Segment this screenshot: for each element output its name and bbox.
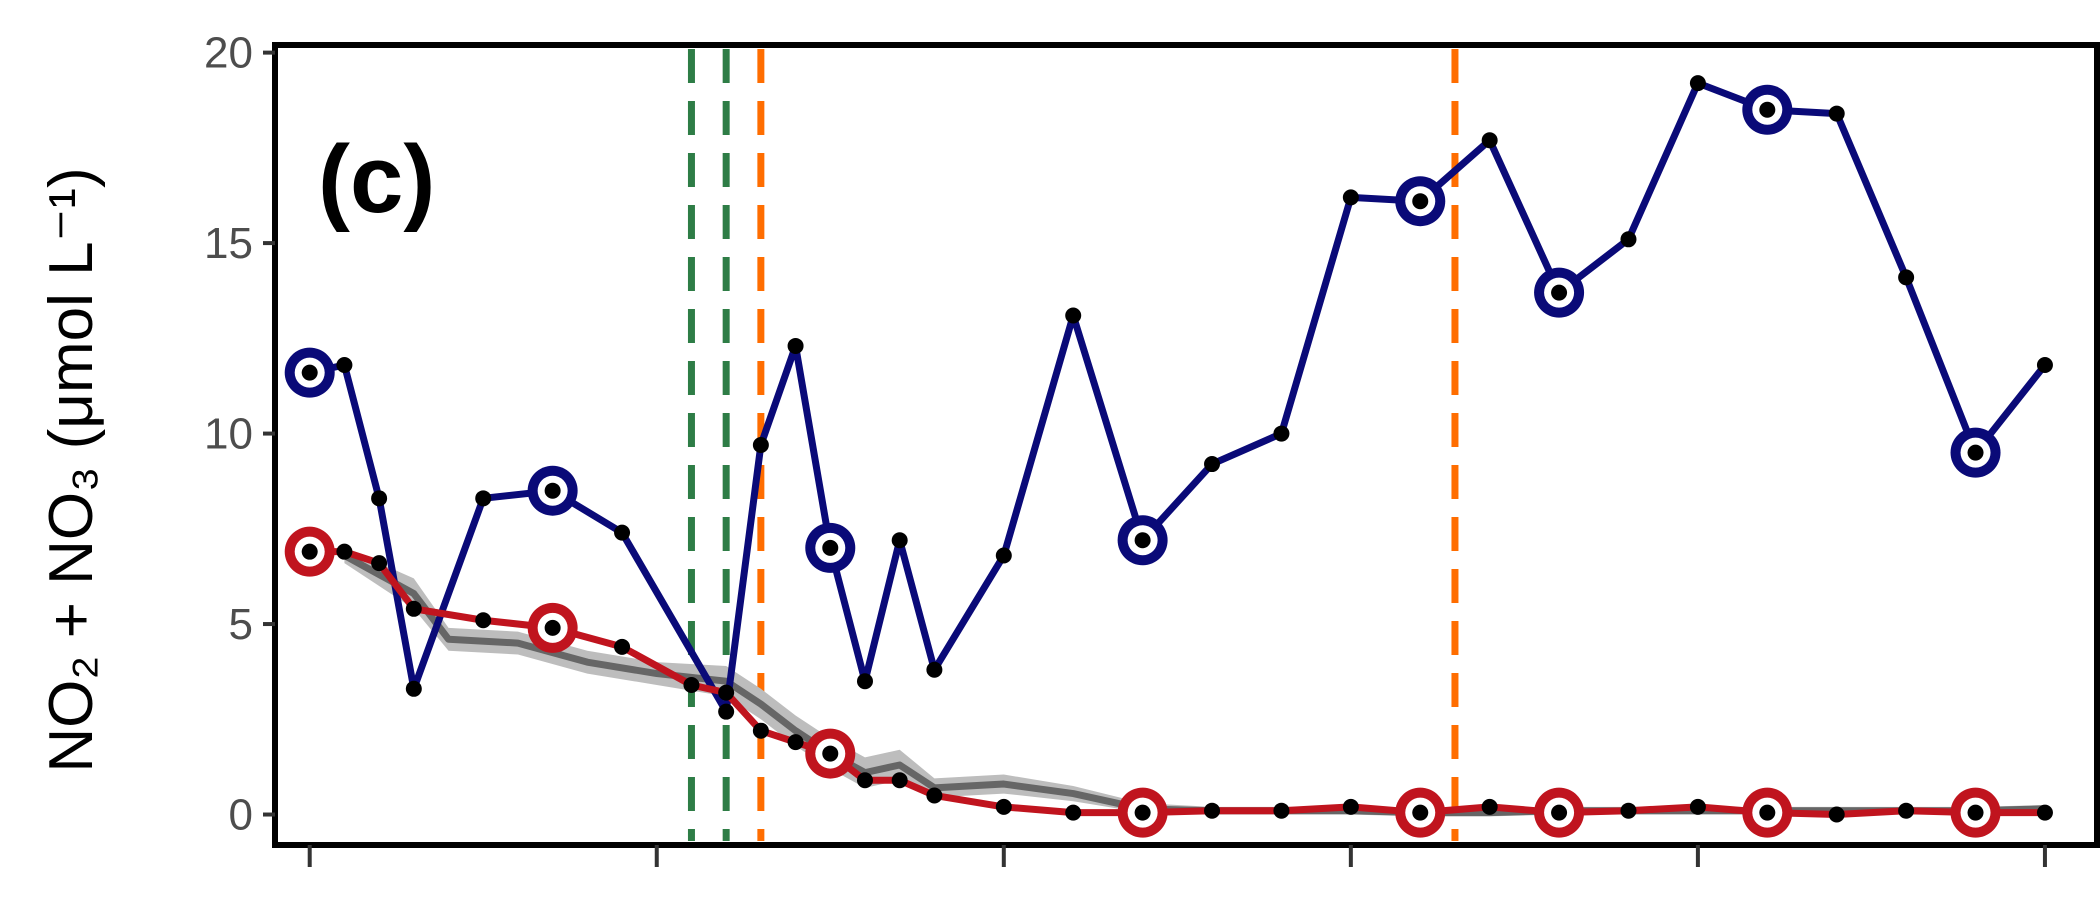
data-point-1	[1898, 802, 1915, 819]
data-point-0	[1481, 132, 1498, 149]
data-point-1	[995, 798, 1012, 815]
data-point-1	[371, 555, 388, 572]
data-point-1	[1481, 798, 1498, 815]
data-point-0	[1551, 284, 1568, 301]
y-tick-label: 15	[204, 219, 253, 268]
data-point-0	[1759, 101, 1776, 118]
data-point-1	[926, 787, 943, 804]
data-point-1	[2036, 804, 2053, 821]
panel-label: (c)	[318, 126, 435, 233]
data-point-0	[1065, 307, 1082, 324]
data-point-0	[1689, 75, 1706, 92]
data-point-0	[1967, 444, 1984, 461]
data-point-0	[614, 524, 631, 541]
data-point-0	[1204, 456, 1221, 473]
data-point-1	[718, 684, 735, 701]
data-point-1	[1412, 804, 1429, 821]
y-tick-label: 10	[204, 410, 253, 459]
data-point-1	[336, 543, 353, 560]
data-point-1	[1065, 804, 1082, 821]
data-point-0	[822, 539, 839, 556]
data-point-1	[1551, 804, 1568, 821]
series-line-1	[309, 548, 2045, 819]
confidence-band	[344, 547, 2045, 817]
data-point-1	[1759, 804, 1776, 821]
y-axis-title: NO₂ + NO₃ (μmol L⁻¹)	[37, 167, 106, 772]
data-point-1	[891, 772, 908, 789]
data-point-1	[1204, 802, 1221, 819]
data-point-0	[1273, 425, 1290, 442]
data-point-1	[856, 772, 873, 789]
data-point-0	[544, 482, 561, 499]
data-point-1	[822, 745, 839, 762]
data-point-0	[891, 532, 908, 549]
y-axis-label: NO₂ + NO₃ (μmol L⁻¹)	[37, 167, 106, 772]
data-point-1	[1620, 802, 1637, 819]
data-point-1	[752, 722, 769, 739]
y-tick-label: 5	[229, 600, 253, 649]
data-point-1	[1273, 802, 1290, 819]
data-point-0	[752, 437, 769, 453]
y-tick-label: 20	[204, 29, 253, 78]
data-point-1	[1134, 804, 1151, 821]
data-point-0	[1620, 231, 1637, 248]
data-point-1	[787, 734, 804, 751]
data-point-0	[1898, 269, 1915, 286]
y-tick-label: 0	[229, 791, 253, 840]
data-point-0	[1412, 193, 1429, 210]
data-point-0	[1342, 189, 1359, 206]
data-point-1	[301, 543, 318, 560]
data-point-0	[371, 490, 388, 507]
data-point-0	[1134, 532, 1151, 549]
data-point-0	[1828, 105, 1845, 122]
data-point-1	[405, 600, 422, 617]
data-point-1	[683, 677, 700, 693]
data-point-1	[1828, 806, 1845, 823]
data-point-0	[926, 661, 943, 678]
plot-area: 0 5 10 15 20	[204, 29, 2100, 867]
data-point-0	[301, 364, 318, 381]
data-point-1	[1967, 804, 1984, 821]
data-point-0	[405, 680, 422, 697]
data-point-0	[995, 547, 1012, 564]
data-point-0	[336, 357, 353, 373]
data-point-0	[2036, 357, 2053, 373]
data-point-0	[856, 673, 873, 690]
data-point-1	[1689, 798, 1706, 815]
data-point-0	[718, 703, 735, 720]
data-point-0	[787, 337, 804, 354]
data-point-1	[475, 612, 492, 629]
data-point-1	[614, 638, 631, 655]
data-point-0	[475, 490, 492, 507]
plot-frame	[272, 42, 2100, 848]
data-point-1	[544, 619, 561, 636]
band-mean-line	[342, 552, 2046, 817]
data-point-1	[1342, 798, 1359, 815]
